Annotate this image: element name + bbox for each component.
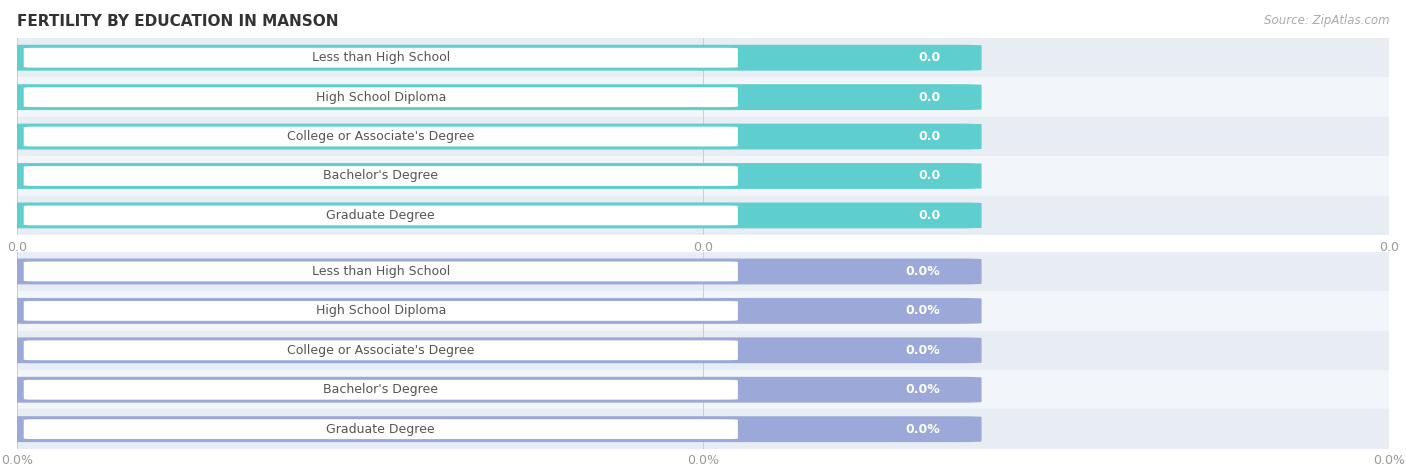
- Bar: [17, 77, 1389, 117]
- Text: 0.0: 0.0: [918, 130, 941, 143]
- Text: 0.0%: 0.0%: [905, 304, 941, 317]
- Text: High School Diploma: High School Diploma: [315, 91, 446, 104]
- Text: Source: ZipAtlas.com: Source: ZipAtlas.com: [1264, 14, 1389, 27]
- FancyBboxPatch shape: [0, 163, 981, 189]
- FancyBboxPatch shape: [24, 301, 738, 321]
- FancyBboxPatch shape: [24, 206, 738, 225]
- Text: Less than High School: Less than High School: [312, 265, 450, 278]
- FancyBboxPatch shape: [0, 45, 981, 71]
- Bar: [17, 117, 1389, 156]
- Text: FERTILITY BY EDUCATION IN MANSON: FERTILITY BY EDUCATION IN MANSON: [17, 14, 339, 29]
- Text: 0.0: 0.0: [918, 91, 941, 104]
- FancyBboxPatch shape: [0, 337, 981, 363]
- FancyBboxPatch shape: [0, 298, 981, 324]
- FancyBboxPatch shape: [0, 124, 981, 150]
- Text: 0.0%: 0.0%: [905, 383, 941, 396]
- FancyBboxPatch shape: [24, 419, 738, 439]
- Text: Less than High School: Less than High School: [312, 51, 450, 64]
- FancyBboxPatch shape: [24, 87, 738, 107]
- Text: 0.0: 0.0: [918, 170, 941, 182]
- Bar: [17, 370, 1389, 409]
- Bar: [17, 252, 1389, 291]
- Bar: [17, 409, 1389, 449]
- Bar: [17, 196, 1389, 235]
- FancyBboxPatch shape: [0, 416, 981, 442]
- Bar: [17, 331, 1389, 370]
- Bar: [17, 291, 1389, 331]
- Text: 0.0%: 0.0%: [905, 265, 941, 278]
- FancyBboxPatch shape: [24, 127, 738, 146]
- FancyBboxPatch shape: [24, 166, 738, 186]
- FancyBboxPatch shape: [24, 262, 738, 281]
- FancyBboxPatch shape: [0, 377, 981, 403]
- Text: Bachelor's Degree: Bachelor's Degree: [323, 383, 439, 396]
- Text: Bachelor's Degree: Bachelor's Degree: [323, 170, 439, 182]
- Text: Graduate Degree: Graduate Degree: [326, 209, 434, 222]
- Text: Graduate Degree: Graduate Degree: [326, 423, 434, 436]
- FancyBboxPatch shape: [24, 48, 738, 67]
- Bar: [17, 156, 1389, 196]
- Text: College or Associate's Degree: College or Associate's Degree: [287, 344, 474, 357]
- FancyBboxPatch shape: [0, 202, 981, 228]
- FancyBboxPatch shape: [0, 258, 981, 285]
- FancyBboxPatch shape: [24, 341, 738, 360]
- Text: 0.0: 0.0: [918, 51, 941, 64]
- Text: College or Associate's Degree: College or Associate's Degree: [287, 130, 474, 143]
- Bar: [17, 38, 1389, 77]
- Text: 0.0%: 0.0%: [905, 344, 941, 357]
- FancyBboxPatch shape: [0, 84, 981, 110]
- Text: 0.0: 0.0: [918, 209, 941, 222]
- FancyBboxPatch shape: [24, 380, 738, 399]
- Text: 0.0%: 0.0%: [905, 423, 941, 436]
- Text: High School Diploma: High School Diploma: [315, 304, 446, 317]
